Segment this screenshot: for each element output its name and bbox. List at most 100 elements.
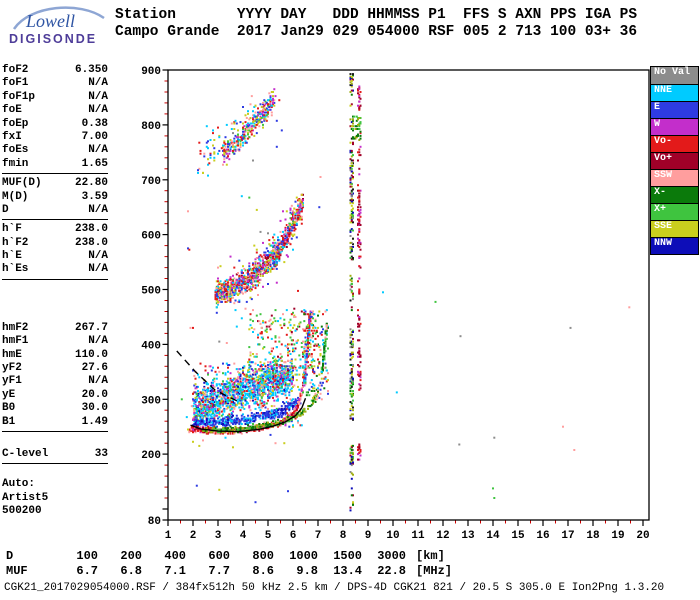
param-value: N/A — [88, 263, 108, 276]
range-value: 3000 — [377, 549, 406, 563]
param-label: h`Es — [2, 263, 29, 276]
range-value: 200 — [120, 549, 142, 563]
svg-text:1: 1 — [165, 530, 172, 542]
second-hop-trace — [214, 193, 304, 309]
legend-item-vo: Vo- — [651, 135, 698, 152]
range-row-label: MUF — [6, 564, 28, 578]
param-label: 500200 — [2, 505, 42, 518]
legend-item-nne: NNE — [651, 84, 698, 101]
svg-text:300: 300 — [141, 395, 161, 407]
legend-item-e: E — [651, 101, 698, 118]
svg-text:80: 80 — [148, 516, 161, 528]
range-value: 1000 — [289, 549, 318, 563]
param-row-muf-d: MUF(D) 22.80 — [2, 177, 108, 190]
svg-text:6: 6 — [290, 530, 297, 542]
svg-text:12: 12 — [436, 530, 449, 542]
svg-text:600: 600 — [141, 231, 161, 243]
scatter-points — [180, 73, 631, 512]
param-label: B0 — [2, 402, 16, 415]
spread-f-upper-sparse — [248, 307, 317, 379]
param-value: N/A — [88, 203, 108, 216]
param-value: N/A — [88, 90, 108, 103]
param-label: foF1p — [2, 90, 36, 103]
param-row-artist5: Artist5 — [2, 492, 108, 505]
svg-text:900: 900 — [141, 66, 161, 78]
svg-text:400: 400 — [141, 340, 161, 352]
param-row-d: D N/A — [2, 204, 108, 217]
svg-text:7: 7 — [315, 530, 322, 542]
second-hop-halo — [214, 193, 304, 314]
svg-text:14: 14 — [486, 530, 500, 542]
noise-left — [180, 95, 322, 504]
param-label: MUF(D) — [2, 177, 42, 190]
param-label: Artist5 — [2, 491, 49, 504]
param-label: h`F2 — [2, 236, 29, 249]
param-row-foe: foE N/A — [2, 104, 108, 117]
svg-text:700: 700 — [141, 176, 161, 188]
param-group-separator — [2, 173, 108, 175]
param-value: 238.0 — [74, 236, 108, 249]
range-value: 22.8 — [377, 564, 406, 578]
legend-item-sse: SSE — [651, 220, 698, 237]
param-value: 110.0 — [74, 348, 108, 361]
overlay-lines — [176, 350, 307, 433]
param-row-hme: hmE 110.0 — [2, 349, 108, 362]
param-label: yE — [2, 388, 16, 401]
param-label: foEp — [2, 117, 29, 130]
range-value: 9.8 — [296, 564, 318, 578]
legend-item-no-val: No Val — [651, 67, 698, 84]
range-value: 800 — [252, 549, 274, 563]
svg-text:4: 4 — [240, 530, 247, 542]
logo-graphic: Lowell DIGISONDE — [9, 6, 105, 46]
artist-profile-line — [190, 397, 307, 433]
range-value: 100 — [76, 549, 98, 563]
param-row-yf2: yF2 27.6 — [2, 362, 108, 375]
header-column-titles: Station YYYY DAY DDD HHMMSS P1 FFS S AXN… — [115, 7, 638, 23]
header-record-values: Campo Grande 2017 Jan29 029 054000 RSF 0… — [115, 24, 638, 40]
param-group-separator — [2, 278, 108, 280]
legend-item-x: X- — [651, 186, 698, 203]
svg-text:20: 20 — [636, 530, 649, 542]
third-hop-trace — [222, 88, 277, 166]
param-row-c-level: C-level 33 — [2, 448, 108, 461]
param-value: 1.49 — [81, 415, 108, 428]
param-label: h`F — [2, 223, 22, 236]
range-unit: [MHz] — [416, 564, 453, 578]
status-bar: CGK21_2017029054000.RSF / 384fx512h 50 k… — [4, 582, 665, 594]
param-group-separator — [2, 463, 108, 465]
legend-item-x: X+ — [651, 203, 698, 220]
param-label: D — [2, 203, 9, 216]
param-label: foF1 — [2, 77, 29, 90]
range-value: 6.8 — [120, 564, 142, 578]
param-row-foes: foEs N/A — [2, 144, 108, 157]
noise-right — [382, 291, 631, 451]
param-value: 6.350 — [74, 64, 108, 76]
param-row-b1: B1 1.49 — [2, 416, 108, 429]
svg-text:11: 11 — [411, 530, 425, 542]
param-value: 27.6 — [81, 362, 108, 375]
range-value: 600 — [208, 549, 230, 563]
param-row-ye: yE 20.0 — [2, 389, 108, 402]
param-row-hmf1: hmF1 N/A — [2, 335, 108, 348]
param-label: Auto: — [2, 478, 36, 491]
range-muf-table: D 100 200 400 600 800 1000 1500 3000 [km] MUF 6.7 6.… — [6, 549, 452, 579]
svg-text:2: 2 — [190, 530, 197, 542]
range-value: 6.7 — [76, 564, 98, 578]
parameter-panel: foF2 6.350 foF1 N/A foF1p N/A foE N/A foEp 0.38 fx… — [2, 64, 108, 519]
param-value: 1.65 — [81, 157, 108, 170]
third-hop-halo — [197, 92, 273, 177]
range-value: 7.1 — [164, 564, 186, 578]
rfi-column-8-65 — [357, 85, 362, 461]
param-row-fof1p: foF1p N/A — [2, 91, 108, 104]
param-row-fmin: fmin 1.65 — [2, 158, 108, 171]
header-station-info: Station YYYY DAY DDD HHMMSS P1 FFS S AXN… — [115, 7, 637, 41]
isolated-echoes — [492, 487, 496, 499]
cusp-halo — [302, 309, 329, 401]
range-unit: [km] — [416, 549, 445, 563]
param-value: N/A — [88, 335, 108, 348]
svg-text:500: 500 — [141, 286, 161, 298]
plot-frame — [167, 69, 650, 521]
legend-item-nnw: NNW — [651, 237, 698, 254]
logo-swoosh-icon — [12, 6, 105, 30]
legend-item-vo: Vo+ — [651, 152, 698, 169]
